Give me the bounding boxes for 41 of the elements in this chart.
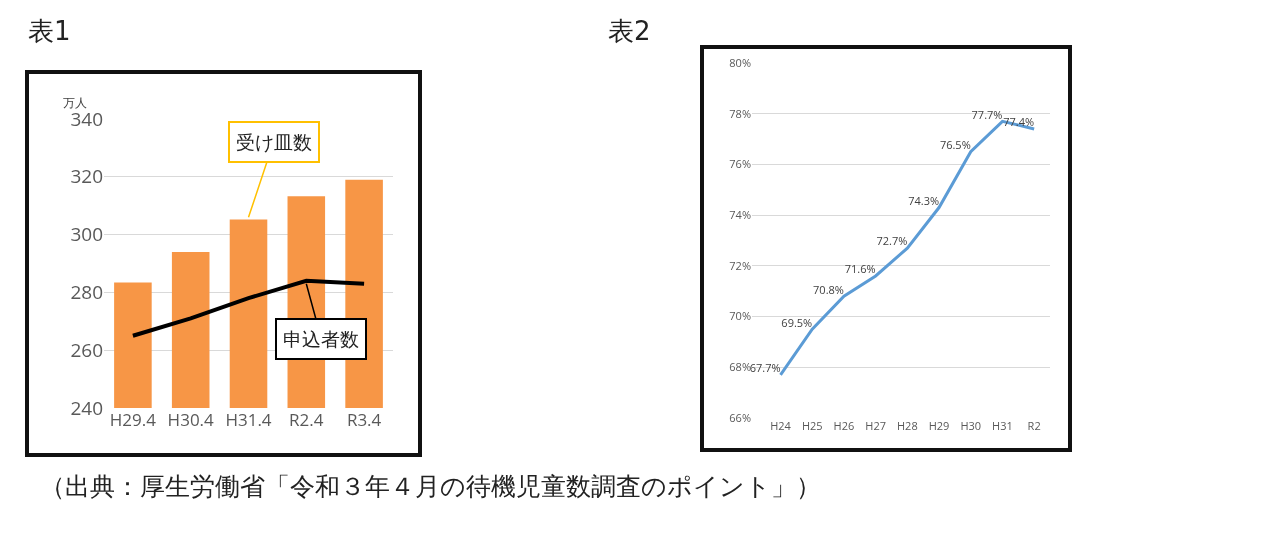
x-tick-label: R2 <box>1027 418 1041 433</box>
x-tick-label: H24 <box>770 418 792 433</box>
data-label: 69.5% <box>781 314 813 330</box>
data-label: 72.7% <box>876 233 908 249</box>
data-label: 67.7% <box>749 360 781 376</box>
y-tick-label: 68% <box>729 359 751 375</box>
x-tick-label: H28 <box>896 418 918 433</box>
x-tick-label: H30.4 <box>167 408 215 431</box>
y-tick-label: 240 <box>70 394 103 421</box>
annotation: 申込者数 <box>283 326 359 352</box>
x-tick-label: H29 <box>928 418 950 433</box>
data-label: 76.5% <box>939 137 971 152</box>
y-tick-label: 78% <box>729 105 751 121</box>
y-tick-label: 74% <box>729 206 751 222</box>
x-tick-label: H26 <box>833 418 855 433</box>
data-label: 74.3% <box>908 192 940 208</box>
data-label: 71.6% <box>844 261 876 277</box>
x-tick-label: H30 <box>960 418 982 433</box>
y-tick-label: 72% <box>729 257 751 273</box>
x-tick-label: H31.4 <box>225 408 272 431</box>
chart-title: 表2 <box>608 15 651 48</box>
text: （出典：厚生労働省「令和３年４月の待機児童数調査のポイント」） <box>40 471 822 503</box>
line-series <box>779 119 1036 377</box>
chart-title: 表1 <box>28 15 71 48</box>
y-tick-label: 300 <box>70 221 103 248</box>
y-tick-label: 70% <box>729 308 751 324</box>
y-tick-label: 80% <box>729 54 751 70</box>
y-tick-label: 320 <box>70 163 103 190</box>
x-tick-label: R2.4 <box>289 408 324 431</box>
x-tick-label: H27 <box>865 418 886 433</box>
y-tick-label: 66% <box>729 409 751 425</box>
x-tick-label: H31 <box>992 418 1013 433</box>
y-tick-label: 280 <box>70 279 103 306</box>
x-tick-label: H29.4 <box>109 408 157 431</box>
x-tick-label: R3.4 <box>346 408 382 431</box>
y-tick-label: 260 <box>70 336 103 363</box>
data-label: 70.8% <box>813 281 844 297</box>
x-tick-label: H25 <box>801 418 823 433</box>
data-label: 77.7% <box>971 106 1003 122</box>
annotation: 受け皿数 <box>236 129 312 155</box>
y-tick-label: 76% <box>729 156 751 172</box>
